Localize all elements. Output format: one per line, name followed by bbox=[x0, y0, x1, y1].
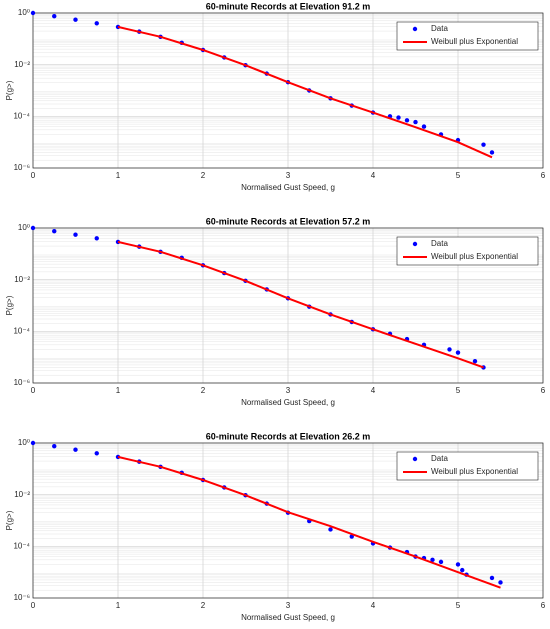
y-axis-label: P(g>) bbox=[5, 295, 14, 315]
data-point bbox=[73, 232, 78, 237]
data-point bbox=[472, 358, 478, 364]
fit-line bbox=[117, 25, 493, 159]
y-axis-label: P(g>) bbox=[5, 510, 14, 530]
data-point bbox=[460, 567, 465, 573]
legend-swatch bbox=[412, 456, 418, 462]
x-tick-label: 2 bbox=[201, 386, 206, 395]
y-axis-label: P(g>) bbox=[5, 80, 14, 100]
data-point bbox=[498, 580, 503, 585]
data-point bbox=[438, 559, 444, 565]
chart-title: 60-minute Records at Elevation 57.2 m bbox=[206, 216, 371, 226]
y-tick-label: 10⁻⁴ bbox=[13, 326, 30, 335]
legend-label: Data bbox=[431, 24, 448, 33]
data-point bbox=[52, 444, 57, 449]
y-tick-label: 10⁻⁴ bbox=[13, 111, 30, 120]
legend-label: Weibull plus Exponential bbox=[431, 252, 518, 261]
data-point bbox=[328, 527, 333, 532]
data-point bbox=[73, 17, 78, 22]
x-tick-label: 1 bbox=[116, 386, 121, 395]
legend-box bbox=[396, 21, 539, 51]
data-point bbox=[447, 347, 452, 352]
x-tick-label: 4 bbox=[371, 386, 376, 395]
data-point bbox=[94, 236, 99, 241]
data-point bbox=[481, 142, 486, 147]
data-point bbox=[73, 447, 78, 452]
y-tick-label: 10⁻⁶ bbox=[14, 378, 30, 387]
data-point bbox=[30, 225, 36, 231]
data-point bbox=[30, 10, 36, 16]
legend-box bbox=[396, 236, 539, 266]
y-tick-label: 10⁻⁴ bbox=[13, 541, 30, 550]
x-tick-label: 6 bbox=[541, 386, 546, 395]
y-tick-label: 10⁻⁶ bbox=[14, 593, 30, 602]
x-tick-label: 3 bbox=[286, 601, 291, 610]
legend-swatch bbox=[412, 26, 418, 32]
x-tick-label: 1 bbox=[116, 601, 121, 610]
data-point bbox=[413, 119, 418, 125]
x-tick-label: 3 bbox=[286, 171, 291, 180]
axes-box bbox=[32, 12, 544, 169]
x-tick-label: 5 bbox=[456, 601, 461, 610]
x-tick-label: 3 bbox=[286, 386, 291, 395]
data-point bbox=[94, 21, 99, 26]
legend-label: Data bbox=[431, 239, 448, 248]
y-tick-label: 10⁻⁶ bbox=[14, 163, 30, 172]
data-point bbox=[30, 440, 36, 446]
data-point bbox=[455, 562, 461, 567]
x-tick-label: 0 bbox=[31, 171, 36, 180]
y-tick-label: 10⁻² bbox=[14, 60, 30, 69]
x-axis-label: Normalised Gust Speed, g bbox=[241, 183, 335, 192]
data-point bbox=[94, 451, 99, 456]
data-point bbox=[421, 124, 427, 129]
x-tick-label: 2 bbox=[201, 601, 206, 610]
x-tick-label: 0 bbox=[31, 601, 36, 610]
chart-title: 60-minute Records at Elevation 26.2 m bbox=[206, 431, 371, 441]
y-tick-label: 10⁻² bbox=[14, 490, 30, 499]
legend-label: Weibull plus Exponential bbox=[431, 37, 518, 46]
data-point bbox=[396, 115, 401, 120]
axes-box bbox=[32, 442, 544, 599]
x-tick-label: 1 bbox=[116, 171, 121, 180]
x-axis-label: Normalised Gust Speed, g bbox=[241, 613, 335, 622]
x-axis-label: Normalised Gust Speed, g bbox=[241, 398, 335, 407]
x-tick-label: 4 bbox=[371, 601, 376, 610]
data-point bbox=[455, 350, 461, 355]
y-tick-label: 10⁻² bbox=[14, 275, 30, 284]
y-tick-label: 10⁰ bbox=[18, 8, 30, 17]
x-tick-label: 6 bbox=[541, 601, 546, 610]
x-tick-label: 0 bbox=[31, 386, 36, 395]
x-tick-label: 6 bbox=[541, 171, 546, 180]
fit-line bbox=[117, 455, 501, 589]
legend-swatch bbox=[412, 241, 418, 247]
x-tick-label: 4 bbox=[371, 171, 376, 180]
chart-title: 60-minute Records at Elevation 91.2 m bbox=[206, 1, 371, 11]
x-tick-label: 5 bbox=[456, 171, 461, 180]
x-tick-label: 5 bbox=[456, 386, 461, 395]
fit-line bbox=[117, 240, 484, 369]
data-point bbox=[430, 557, 435, 563]
data-point bbox=[52, 229, 57, 234]
axes-box bbox=[32, 227, 544, 384]
x-tick-label: 2 bbox=[201, 171, 206, 180]
data-point bbox=[52, 14, 57, 19]
legend-label: Weibull plus Exponential bbox=[431, 467, 518, 476]
y-tick-label: 10⁰ bbox=[18, 438, 30, 447]
data-point bbox=[404, 118, 410, 123]
legend-box bbox=[396, 451, 539, 481]
data-point bbox=[489, 150, 495, 155]
y-tick-label: 10⁰ bbox=[18, 223, 30, 232]
data-point bbox=[489, 575, 495, 581]
legend-label: Data bbox=[431, 454, 448, 463]
